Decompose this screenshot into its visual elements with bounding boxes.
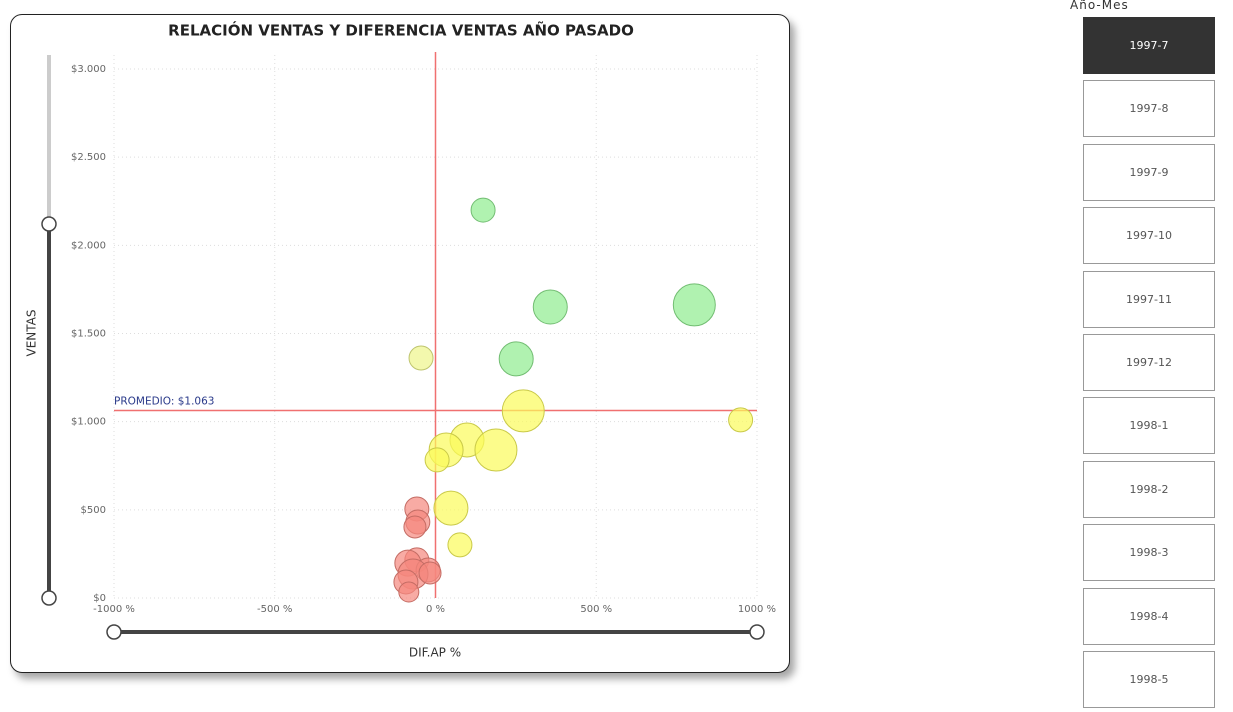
chart-title: RELACIÓN VENTAS Y DIFERENCIA VENTAS AÑO … xyxy=(168,21,634,40)
bubble xyxy=(672,283,716,327)
bubble xyxy=(728,407,754,433)
slicer-item[interactable]: 1998-1 xyxy=(1083,397,1215,455)
slider-handle[interactable] xyxy=(749,624,765,640)
x-tick-label: 0 % xyxy=(426,604,445,615)
y-tick-label: $1.000 xyxy=(71,417,106,428)
x-tick-label: 1000 % xyxy=(738,604,776,615)
bubble xyxy=(403,515,427,539)
bubble xyxy=(418,561,442,585)
slicer-item[interactable]: 1997-10 xyxy=(1083,207,1215,265)
bubble xyxy=(408,345,434,371)
bubble xyxy=(433,490,469,526)
y-tick-label: $1.500 xyxy=(71,329,106,340)
bubble xyxy=(474,428,518,472)
slicer-item[interactable]: 1997-7 xyxy=(1083,17,1215,74)
slider-handle[interactable] xyxy=(41,216,57,232)
slicer-item[interactable]: 1997-12 xyxy=(1083,334,1215,391)
slicer-item[interactable]: 1997-8 xyxy=(1083,80,1215,138)
bubble xyxy=(447,532,473,558)
slicer-item[interactable]: 1998-3 xyxy=(1083,524,1215,582)
y-tick-label: $3.000 xyxy=(71,64,106,75)
bubble xyxy=(470,197,496,223)
slicer-item[interactable]: 1998-5 xyxy=(1083,651,1215,708)
slicer-item[interactable]: 1997-11 xyxy=(1083,270,1215,328)
slicer-item[interactable]: 1998-2 xyxy=(1083,460,1215,518)
slicer-header: Año-Mes xyxy=(1070,0,1129,12)
chart: RELACIÓN VENTAS Y DIFERENCIA VENTAS AÑO … xyxy=(25,21,777,660)
slicer-item[interactable]: 1998-4 xyxy=(1083,587,1215,645)
y-tick-label: $2.500 xyxy=(71,152,106,163)
slider-handle[interactable] xyxy=(106,624,122,640)
average-label: PROMEDIO: $1.063 xyxy=(114,396,214,408)
bubble xyxy=(498,341,534,377)
y-axis-title: VENTAS xyxy=(25,310,39,357)
bubble xyxy=(424,447,450,473)
x-tick-label: -500 % xyxy=(257,604,292,615)
bubble xyxy=(532,289,568,325)
x-axis-title: DIF.AP % xyxy=(409,646,461,660)
bubble xyxy=(501,389,545,433)
slicer-item[interactable]: 1997-9 xyxy=(1083,143,1215,201)
x-tick-label: 500 % xyxy=(580,604,612,615)
slider-handle[interactable] xyxy=(41,590,57,606)
y-tick-label: $500 xyxy=(81,505,106,516)
bubble xyxy=(398,581,420,603)
x-tick-label: -1000 % xyxy=(93,604,135,615)
y-tick-label: $0 xyxy=(93,593,106,604)
y-tick-label: $2.000 xyxy=(71,240,106,251)
